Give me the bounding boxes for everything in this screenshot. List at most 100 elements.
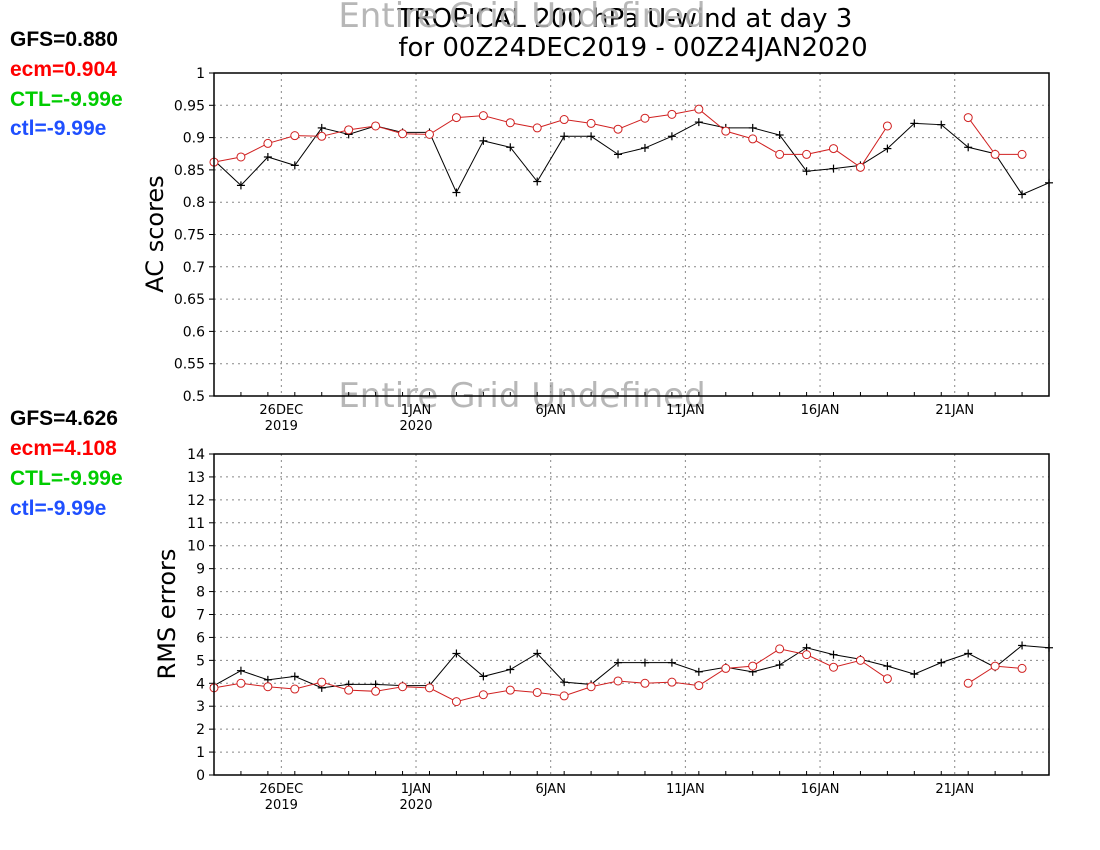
ac-ytick-label: 0.55 [174,357,205,373]
ac-ecm-point [694,104,704,114]
ac-ytick-label: 0.9 [183,131,205,147]
rms-gfs-point [560,678,569,687]
ac-ecm-point [990,149,1000,159]
rms-gfs-point [533,649,542,658]
rms-gfs-point [614,658,623,667]
rms-gfs-point [640,658,649,667]
ac-gfs-point [290,161,299,170]
ac-xtick-label: 11JAN [666,403,705,418]
rms-ecm-point [371,686,381,696]
ac-gfs-point [694,118,703,127]
ac-xtick-sublabel: 2019 [265,419,298,434]
rms-ecm-point [694,681,704,691]
rms-ytick-label: 5 [196,653,205,669]
rms-ecm-point [990,661,1000,671]
rms-ytick-label: 6 [196,630,205,646]
ac-xtick-label: 21JAN [935,403,974,418]
ac-ytick-label: 0.95 [174,98,205,114]
ac-legend: GFS=0.880 ecm=0.904 CTL=-9.99e ctl=-9.99… [10,28,123,140]
rms-ytick-label: 14 [187,447,205,463]
ac-ecm-point [478,111,488,121]
ac-gfs-point [910,119,919,128]
rms-gfs-series-line [213,644,1050,689]
ac-gfs-point [883,144,892,153]
ac-ytick-label: 0.65 [174,292,205,308]
ac-ecm-point [344,125,354,135]
rms-gfs-point [829,650,838,659]
rms-ecm-point [802,650,812,660]
ac-xtick-label: 1JAN [401,403,432,418]
ac-ytick-label: 1 [196,66,205,82]
ac-ecm-point [855,162,865,172]
rms-gfs-point [452,649,461,658]
rms-ecm-point [424,683,434,693]
ac-ecm-point [424,129,434,139]
rms-ecm-point [721,663,731,673]
ac-ecm-point [263,138,273,148]
ac-ecm-point [613,124,623,134]
rms-ecm-point [667,677,677,687]
ac-ecm-point [748,134,758,144]
rms-ecm-point [398,682,408,692]
rms-xtick-label: 26DEC [259,782,303,797]
ac-ytick-label: 0.8 [183,195,205,211]
ac-xtick-label: 16JAN [801,403,840,418]
rms-ecm-point [236,678,246,688]
ac-ecm-point [802,149,812,159]
rms-ecm-point [882,674,892,684]
rms-xtick-sublabel: 2019 [265,798,298,813]
ac-gfs-point [560,132,569,141]
ac-ecm-point [505,118,515,128]
rms-ecm-series-line [213,648,888,703]
rms-gfs-point [694,667,703,676]
ac-gfs-point [452,188,461,197]
rms-gfs-point [667,658,676,667]
ac-plot-frame [213,72,1050,397]
rms-legend-ecm: ecm=4.108 [10,437,117,460]
rms-xtick-sublabel: 2020 [399,798,432,813]
rms-ecm-point [317,677,327,687]
rms-ecm-point [478,690,488,700]
rms-ecm-point [451,697,461,707]
rms-ytick-label: 12 [187,493,205,509]
rms-legend-ctl-lower: ctl=-9.99e [10,497,106,520]
ac-legend-ecm: ecm=0.904 [10,58,117,81]
ac-ytick-label: 0.7 [183,260,205,276]
rms-plot-frame [213,453,1050,776]
rms-ecm-point [532,687,542,697]
ac-ecm-point [559,115,569,125]
rms-xtick-label: 16JAN [801,782,840,797]
rms-y-axis-label: RMS errors [153,549,181,680]
ac-ecm-point [775,149,785,159]
ac-gfs-point [263,152,272,161]
ac-ecm-point [1017,149,1027,159]
rms-gfs-point [290,672,299,681]
rms-legend-gfs: GFS=4.626 [10,407,118,430]
ac-y-axis-label: AC scores [141,175,169,292]
ac-ecm-point [721,126,731,136]
ac-ecm-point [963,113,973,123]
rms-gfs-point [775,660,784,669]
rms-ecm-point [855,655,865,665]
ac-ecm-point [667,109,677,119]
ac-gfs-point [748,123,757,132]
rms-ecm-point [559,691,569,701]
ac-legend-ctl-upper: CTL=-9.99e [10,88,123,111]
ac-gfs-point [775,131,784,140]
ac-gfs-series-line [213,121,1050,196]
ac-ecm-point [290,131,300,141]
rms-ytick-label: 7 [196,608,205,624]
rms-ecm-point [829,662,839,672]
rms-gfs-point [937,658,946,667]
rms-ytick-label: 0 [196,768,205,784]
ac-ytick-label: 0.85 [174,163,205,179]
ac-gfs-point [802,167,811,176]
ac-ecm-point [236,152,246,162]
ac-xtick-label: 26DEC [259,403,303,418]
rms-gfs-point [1018,641,1027,650]
ac-gfs-point [937,120,946,129]
ac-ecm-point [882,121,892,131]
rms-ecm-point [290,684,300,694]
rms-gfs-point [910,670,919,679]
